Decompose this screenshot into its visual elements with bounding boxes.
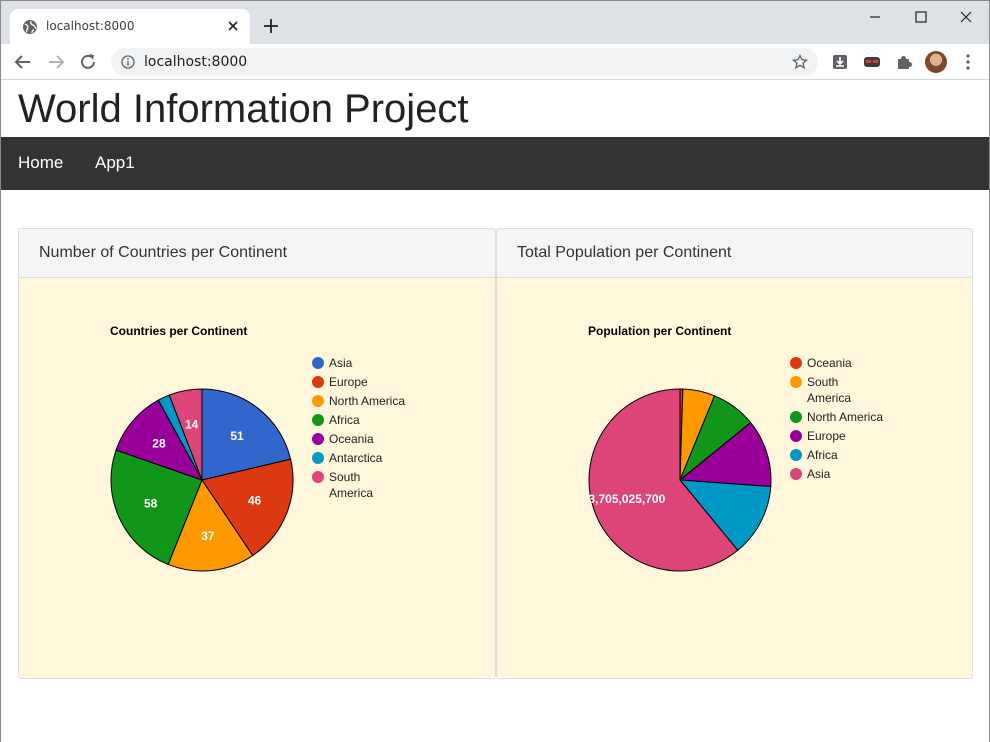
legend-label[interactable]: America — [329, 486, 373, 500]
chart-title: Population per Continent — [588, 324, 731, 338]
new-tab-icon[interactable] — [262, 17, 280, 35]
legend-swatch — [790, 357, 802, 369]
legend-swatch — [312, 357, 324, 369]
bookmark-star-icon[interactable] — [792, 54, 808, 70]
legend-label[interactable]: North America — [329, 394, 405, 408]
pie-slice-asia[interactable] — [201, 388, 292, 481]
legend-label[interactable]: Africa — [807, 448, 838, 462]
panel-title: Total Population per Continent — [517, 244, 732, 261]
navbar: Home App1 — [1, 137, 989, 190]
legend-label[interactable]: Asia — [329, 356, 353, 370]
page-title: World Information Project — [18, 87, 469, 131]
page-content: World Information Project Home App1 Numb… — [1, 81, 989, 742]
pie-slice-south-america[interactable] — [168, 388, 203, 481]
legend-swatch — [790, 468, 802, 480]
globe-icon — [23, 20, 37, 34]
back-arrow-icon[interactable] — [13, 52, 33, 72]
slice-value-label: 58 — [144, 496, 158, 510]
pie-slice-africa[interactable] — [110, 449, 203, 566]
chart-title: Countries per Continent — [110, 324, 247, 338]
nav-home-link[interactable]: Home — [18, 153, 64, 172]
tab-title: localhost:8000 — [46, 19, 135, 33]
legend-label[interactable]: Europe — [329, 375, 368, 389]
browser-toolbar: localhost:8000 — [1, 44, 989, 80]
tab-strip: localhost:8000 — [1, 1, 989, 44]
browser-tab[interactable]: localhost:8000 — [10, 9, 250, 44]
reload-icon[interactable] — [78, 52, 98, 72]
slice-value-label: 51 — [230, 429, 244, 443]
population-panel: Total Population per Continent Populatio… — [496, 228, 973, 679]
legend-label[interactable]: Asia — [807, 467, 831, 481]
panel-title: Number of Countries per Continent — [39, 244, 288, 261]
legend-label[interactable]: South — [329, 470, 360, 484]
legend-swatch — [312, 395, 324, 407]
pie-slice-africa[interactable] — [678, 479, 772, 552]
forward-arrow-icon[interactable] — [46, 52, 66, 72]
window-close-icon[interactable] — [956, 7, 976, 27]
pie-slice-north-america[interactable] — [167, 478, 254, 572]
extension-mask-icon[interactable] — [863, 53, 881, 71]
legend-label[interactable]: Antarctica — [329, 451, 383, 465]
countries-pie-chart: Countries per Continent 51 46 37 58 28 14 Asia E… — [110, 324, 405, 572]
minimize-icon[interactable] — [865, 7, 885, 27]
address-bar[interactable]: localhost:8000 — [111, 48, 818, 76]
panel-body: Population per Continent 3,705,025,700 Oce… — [497, 279, 972, 678]
pie-slice-asia[interactable] — [588, 388, 739, 572]
panel-header: Total Population per Continent — [497, 229, 972, 278]
more-menu-icon[interactable] — [962, 53, 974, 71]
legend-label[interactable]: South — [807, 375, 838, 389]
legend-swatch — [790, 376, 802, 388]
legend-swatch — [790, 430, 802, 442]
legend-swatch — [312, 414, 324, 426]
panel-body: Countries per Continent 51 46 37 58 28 14 Asia E… — [19, 279, 495, 678]
legend-label[interactable]: Oceania — [807, 356, 852, 370]
url-text: localhost:8000 — [144, 54, 248, 70]
population-pie-chart: Population per Continent 3,705,025,700 Oce… — [588, 324, 883, 572]
extensions-puzzle-icon[interactable] — [895, 53, 913, 71]
countries-panel: Number of Countries per Continent Countr… — [18, 228, 496, 679]
legend-swatch — [312, 376, 324, 388]
download-icon[interactable] — [831, 53, 849, 71]
close-icon[interactable] — [226, 19, 240, 33]
legend-swatch — [312, 452, 324, 464]
legend-swatch — [790, 449, 802, 461]
slice-value-label: 37 — [201, 529, 215, 543]
legend-label[interactable]: America — [807, 391, 851, 405]
legend-swatch — [312, 433, 324, 445]
legend-label[interactable]: Oceania — [329, 432, 374, 446]
panel-header: Number of Countries per Continent — [19, 229, 495, 278]
profile-avatar[interactable] — [925, 51, 947, 73]
slice-value-label: 14 — [185, 418, 199, 432]
maximize-icon[interactable] — [911, 7, 931, 27]
pie-slice-europe[interactable] — [678, 421, 772, 488]
slice-value-label: 46 — [248, 494, 262, 508]
slice-value-label: 3,705,025,700 — [589, 492, 666, 506]
nav-app1-link[interactable]: App1 — [95, 153, 135, 172]
pie-slice-oceania[interactable] — [115, 399, 204, 481]
legend-swatch — [790, 411, 802, 423]
legend-swatch — [312, 471, 324, 483]
legend-label[interactable]: Europe — [807, 429, 846, 443]
info-icon[interactable] — [121, 55, 135, 69]
legend-label[interactable]: North America — [807, 410, 883, 424]
legend-label[interactable]: Africa — [329, 413, 360, 427]
pie-slice-europe[interactable] — [201, 458, 294, 557]
slice-value-label: 28 — [152, 437, 166, 451]
